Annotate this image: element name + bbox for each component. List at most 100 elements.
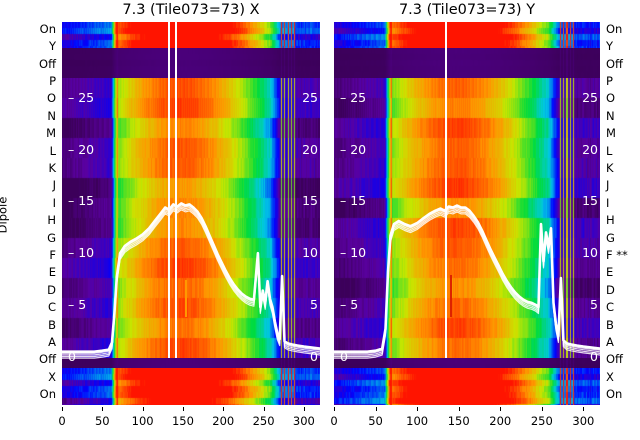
vertical-spike bbox=[167, 22, 170, 358]
inner-y-tick-label: – 15 bbox=[340, 193, 367, 209]
heatmap-band-lower-dark-gap bbox=[334, 358, 600, 368]
x-tick-label: 0 bbox=[330, 414, 338, 428]
inner-y-tick-label: 25 bbox=[302, 89, 318, 105]
inner-y-tick-label: 15 bbox=[582, 193, 598, 209]
y-axis-label-right-A: A bbox=[606, 335, 614, 350]
x-tick-mark bbox=[417, 407, 419, 411]
heatmap-band-main bbox=[62, 78, 320, 358]
x-tick-mark bbox=[334, 407, 335, 411]
y-axis-label-left-I: I bbox=[52, 195, 56, 210]
y-axis-label-left-Off: Off bbox=[39, 352, 56, 367]
x-tick-mark bbox=[223, 407, 225, 411]
y-axis-label-right-L: L bbox=[606, 143, 613, 158]
inner-y-tick-label: – 5 bbox=[68, 297, 87, 313]
heatmap-band-bottom-bright bbox=[62, 368, 320, 405]
profile-curve-y bbox=[334, 204, 600, 359]
x-tick-label: 100 bbox=[131, 414, 154, 428]
y-axis-label-left-F: F bbox=[49, 248, 56, 263]
x-tick-mark bbox=[375, 407, 377, 411]
y-axis-label-left-G: G bbox=[47, 230, 56, 245]
y-axis-label-left-D: D bbox=[47, 282, 56, 297]
inner-y-tick-label: – 10 bbox=[68, 245, 95, 261]
y-axis-label-left-Y: Y bbox=[48, 39, 56, 54]
heatmap-panel-y[interactable]: – 25 25 – 20 20 – 15 15 – 10 10 – 5 5 0 0 bbox=[334, 22, 600, 405]
x-tick-mark bbox=[62, 407, 63, 411]
x-tick-label: 200 bbox=[212, 414, 235, 428]
y-axis-label-left-M: M bbox=[46, 126, 56, 141]
inner-y-tick-label: 10 bbox=[302, 245, 318, 261]
y-axis-label-left-B: B bbox=[48, 317, 56, 332]
y-axis-label-right-F: F ** bbox=[606, 248, 628, 263]
x-tick-label: 0 bbox=[58, 414, 66, 428]
y-axis-label-right-K: K bbox=[606, 160, 614, 175]
heatmap-band-upper-dark-gap bbox=[62, 48, 320, 78]
y-axis-label-left-A: A bbox=[48, 335, 56, 350]
x-tick-mark bbox=[500, 407, 502, 411]
data-marker bbox=[450, 275, 453, 317]
x-tick-label: 300 bbox=[572, 414, 595, 428]
y-axis-label-left-On: On bbox=[39, 21, 56, 36]
x-tick-label: 250 bbox=[252, 414, 275, 428]
data-marker bbox=[184, 280, 187, 317]
y-axis-label-right-E: E bbox=[606, 265, 614, 280]
heatmap-band-lower-dark-gap bbox=[62, 358, 320, 368]
y-axis-label-left-On: On bbox=[39, 387, 56, 402]
vertical-spike bbox=[444, 22, 447, 358]
inner-y-tick-label: 0 bbox=[68, 349, 76, 364]
heatmap-band-top-bright bbox=[334, 22, 600, 48]
y-axis-label-right-Off: Off bbox=[606, 56, 623, 71]
y-axis-label-right-N: N bbox=[606, 108, 615, 123]
inner-y-tick-label: 10 bbox=[582, 245, 598, 261]
x-tick-mark bbox=[102, 407, 104, 411]
x-tick-mark bbox=[142, 407, 144, 411]
x-tick-label: 100 bbox=[406, 414, 429, 428]
y-axis-label-right-Y: Y bbox=[606, 39, 614, 54]
inner-y-tick-label: 5 bbox=[590, 297, 598, 313]
y-axis-label-right-O: O bbox=[606, 91, 616, 106]
inner-y-tick-label: 0 bbox=[310, 349, 318, 364]
x-tick-label: 150 bbox=[447, 414, 470, 428]
inner-y-tick-label: 25 bbox=[582, 89, 598, 105]
y-axis-label-left-O: O bbox=[46, 91, 56, 106]
profile-curve-x bbox=[62, 202, 320, 359]
y-axis-label-right-C: C bbox=[606, 300, 615, 315]
x-tick-mark bbox=[583, 407, 585, 411]
y-axis-label-right-D: D bbox=[606, 282, 615, 297]
inner-y-tick-label: – 25 bbox=[340, 89, 367, 105]
inner-y-tick-label: – 20 bbox=[340, 141, 367, 157]
heatmap-panel-x[interactable]: – 25 25 – 20 20 – 15 15 – 10 10 – 5 5 0 0 bbox=[62, 22, 320, 405]
y-axis-label-left-N: N bbox=[47, 108, 56, 123]
y-axis-label-left-X: X bbox=[48, 369, 56, 384]
y-axis-label-right-H: H bbox=[606, 213, 615, 228]
inner-y-tick-label: – 10 bbox=[340, 245, 367, 261]
x-tick-label: 150 bbox=[171, 414, 194, 428]
vertical-spike bbox=[174, 22, 177, 358]
inner-y-tick-label: 0 bbox=[590, 349, 598, 364]
y-axis-label-left-C: C bbox=[47, 300, 56, 315]
inner-y-tick-label: – 25 bbox=[68, 89, 95, 105]
inner-y-tick-label: – 15 bbox=[68, 193, 95, 209]
y-axis-label-right-X: X bbox=[606, 369, 614, 384]
heatmap-band-bottom-bright bbox=[334, 368, 600, 405]
x-tick-mark bbox=[541, 407, 543, 411]
y-axis-label-left-K: K bbox=[48, 160, 56, 175]
y-axis-label-right-On: On bbox=[606, 387, 623, 402]
inner-y-tick-label: 20 bbox=[302, 141, 318, 157]
inner-y-tick-label: – 5 bbox=[340, 297, 359, 313]
y-axis-label-left-H: H bbox=[47, 213, 56, 228]
y-axis-label-left-L: L bbox=[49, 143, 56, 158]
panel-title-x: 7.3 (Tile073=73) X bbox=[122, 2, 260, 18]
inner-y-tick-label: 0 bbox=[340, 349, 348, 364]
panel-title-y: 7.3 (Tile073=73) Y bbox=[398, 2, 536, 18]
heatmap-band-top-bright bbox=[62, 22, 320, 48]
y-axis-label-right-On: On bbox=[606, 21, 623, 36]
y-axis-label-right-G: G bbox=[606, 230, 615, 245]
y-axis-label-right-Off: Off bbox=[606, 352, 623, 367]
y-axis-label-right-M: M bbox=[606, 126, 616, 141]
x-tick-label: 50 bbox=[94, 414, 110, 428]
x-tick-mark bbox=[263, 407, 265, 411]
y-axis-label-right-B: B bbox=[606, 317, 614, 332]
x-tick-label: 200 bbox=[489, 414, 512, 428]
inner-y-tick-label: 15 bbox=[302, 193, 318, 209]
